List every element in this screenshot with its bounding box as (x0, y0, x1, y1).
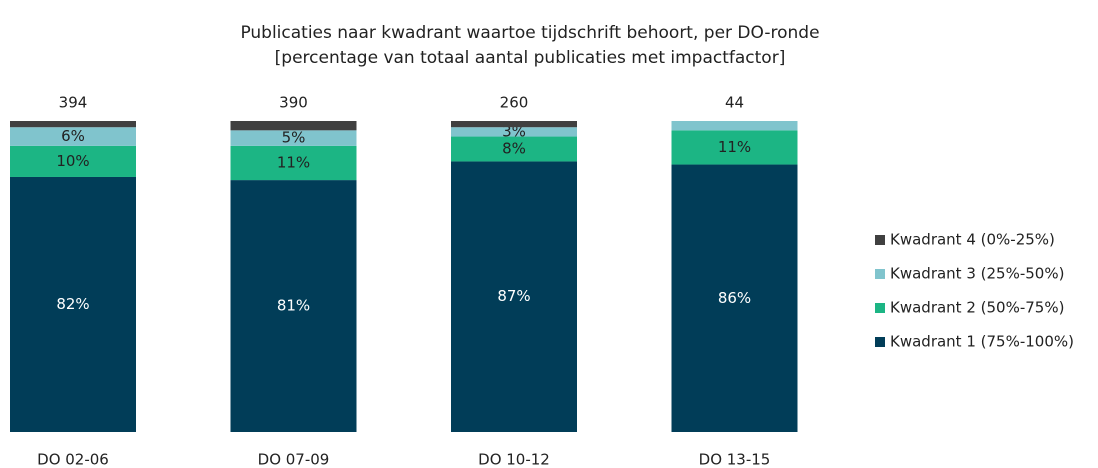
data-label: 5% (282, 129, 306, 147)
legend-swatch (875, 303, 885, 313)
data-label: 81% (277, 297, 310, 315)
total-label: 44 (725, 94, 744, 112)
bar-segment (230, 145, 357, 181)
bar-segment (671, 164, 798, 433)
bar-segment (10, 127, 136, 146)
legend-label: Kwadrant 3 (25%-50%) (890, 265, 1064, 283)
legend-swatch (875, 235, 885, 245)
data-label: 8% (502, 139, 526, 157)
bar-segment (671, 121, 798, 131)
total-label: 390 (279, 94, 308, 112)
bar-segment (10, 176, 136, 432)
bar-segment (451, 161, 577, 432)
data-label: 11% (277, 153, 310, 171)
legend-label: Kwadrant 1 (75%-100%) (890, 333, 1074, 351)
bar-segment (230, 121, 357, 131)
legend-label: Kwadrant 4 (0%-25%) (890, 231, 1055, 249)
data-label: 10% (56, 152, 89, 170)
data-label: 11% (718, 138, 751, 156)
x-tick-label: DO 02-06 (37, 451, 109, 468)
data-label: 82% (56, 295, 89, 313)
x-tick-label: DO 13-15 (699, 451, 771, 468)
x-tick-label: DO 07-09 (258, 451, 330, 468)
chart-title: Publicaties naar kwadrant waartoe tijdsc… (240, 23, 819, 43)
bar-segment (451, 127, 577, 137)
data-label: 87% (497, 287, 530, 305)
data-label: 86% (718, 289, 751, 307)
bar-segment (230, 180, 357, 432)
total-label: 260 (500, 94, 529, 112)
bar-segment (230, 130, 357, 146)
total-label: 394 (59, 94, 88, 112)
data-label: 6% (61, 127, 85, 145)
bar-segment (10, 145, 136, 177)
legend-swatch (875, 269, 885, 279)
bar-segment (671, 130, 798, 165)
chart-subtitle: [percentage van totaal aantal publicatie… (275, 48, 786, 68)
legend-label: Kwadrant 2 (50%-75%) (890, 299, 1064, 317)
bar-segment (451, 136, 577, 162)
bar-segment (451, 121, 577, 128)
bar-segment (10, 121, 136, 128)
legend-swatch (875, 337, 885, 347)
x-tick-label: DO 10-12 (478, 451, 550, 468)
